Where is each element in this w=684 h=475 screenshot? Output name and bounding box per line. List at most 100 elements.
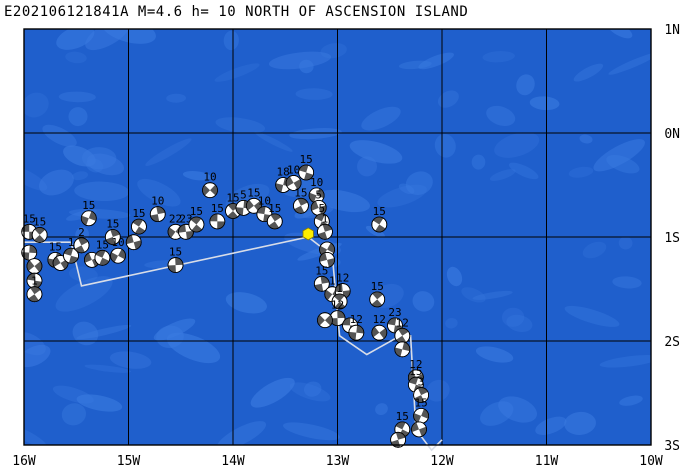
bathymetry-patch [375,403,388,416]
beachball-rim [319,251,335,268]
focal-mechanism[interactable]: 15 [31,215,48,243]
bathymetry-patch [68,266,98,282]
latitude-tick-label: 0N [664,127,680,142]
mechanism-depth-label: 15 [373,205,386,218]
bathymetry-patch [63,145,96,167]
bathymetry-patch [215,117,266,134]
beachball-compression-quadrant [395,421,410,437]
focal-mechanism[interactable]: 2 [73,226,90,254]
latitude-tick-label: 1N [664,23,680,38]
focal-mechanism[interactable]: 15 [80,199,97,227]
beachball-compression-quadrant [63,248,79,264]
focal-mechanism[interactable]: 23 [387,306,403,334]
focal-mechanism[interactable]: 15 [94,238,111,266]
focal-mechanism[interactable]: 15 [293,186,309,214]
bathymetry-patch [446,266,463,287]
focal-mechanism[interactable]: 12 [329,299,346,327]
focal-mechanism[interactable]: 10 [202,171,218,199]
beachball-rim [31,227,48,243]
focal-mechanism[interactable]: 15 [131,207,147,235]
focal-mechanism[interactable]: 1 [317,212,333,240]
longitude-tick-label: 15W [117,454,141,469]
mechanism-depth-label: 15 [49,240,62,253]
beachball-compression-quadrant [294,198,308,214]
mechanism-depth-label: 15 [82,199,95,212]
beachball-compression-quadrant [126,234,142,250]
bathymetry-patch [472,290,513,300]
focal-mechanism[interactable]: 12 [394,316,411,344]
bathymetry-patch [412,291,435,312]
focal-mechanism[interactable]: 1 [26,275,43,303]
focal-mechanism[interactable]: 15 [371,205,388,233]
bathymetry-patch [564,411,596,435]
focal-mechanism[interactable]: 15 [209,202,226,230]
beachball-rim [317,312,333,329]
bathymetry-patch [76,394,123,412]
bathymetry-patch [618,236,633,250]
focal-mechanism[interactable]: 5 [310,188,327,216]
bathymetry-patch [405,171,433,196]
focal-mechanism[interactable]: 12 [348,313,365,341]
bathymetry-patch [377,184,427,208]
bathymetry-patch [304,381,322,397]
mechanism-depth-label: 1 [68,236,75,249]
bathymetry-patch [289,382,331,402]
main-event-marker[interactable] [302,227,314,241]
beachball-compression-quadrant [317,314,333,326]
focal-mechanism[interactable]: 15 [245,186,262,214]
beachball-rim [202,182,218,199]
focal-mechanism[interactable]: 15 [104,218,121,245]
bathymetry-patch [137,178,181,207]
focal-mechanism[interactable]: 1 [331,282,348,310]
beachball-compression-quadrant [178,224,194,240]
bathymetry-patch [166,332,221,364]
focal-mechanism[interactable]: 3 [413,376,430,403]
focal-mechanism[interactable]: 15 [313,264,330,292]
focal-mechanism[interactable] [26,258,43,275]
beachball-compression-quadrant [74,237,89,253]
bathymetry-patch [295,88,333,100]
longitude-tick-label: 10W [639,454,663,469]
bathymetry-patch [599,355,651,368]
mechanism-depth-label: 5 [240,188,247,201]
focal-mechanism[interactable] [394,341,411,358]
mechanism-depth-label: 12 [396,316,409,329]
mechanism-depth-label: 15 [190,205,203,218]
focal-mechanism[interactable]: 15 [369,280,386,308]
focal-mechanism[interactable] [411,421,427,438]
focal-mechanism[interactable]: 15 [298,153,315,181]
mechanism-depth-label: 15 [409,365,422,378]
focal-mechanism[interactable]: 10 [110,236,126,264]
bathymetry-patch [494,132,540,158]
bathymetry-patch [480,401,514,426]
bathymetry-patch [58,91,96,103]
bathymetry-patch [145,138,192,166]
mechanism-depth-label: 15 [396,410,409,423]
focal-mechanism[interactable]: 15 [167,246,184,273]
focal-mechanism[interactable] [390,431,407,448]
focal-mechanism[interactable]: 1 [63,236,79,264]
bathymetry-patch [568,166,594,178]
beachball-compression-quadrant [95,250,110,266]
focal-mechanism[interactable]: 12 [371,313,388,341]
beachball-rim [411,421,427,438]
focal-mechanism[interactable]: 15 [266,202,283,230]
focal-mechanism[interactable]: 10 [308,176,325,204]
focal-mechanism[interactable]: 15 [188,205,205,233]
bathymetry-patch [24,424,47,445]
beachball-compression-quadrant [246,199,262,212]
beachball-compression-quadrant [319,242,335,257]
focal-mechanism[interactable] [319,251,335,268]
focal-mechanism[interactable] [317,312,333,329]
focal-mechanism[interactable]: 10 [149,195,166,223]
focal-mechanism[interactable]: 10 [285,163,302,191]
beachball-rim [73,237,90,254]
beachball-rim [80,210,97,227]
bathymetry-patch [182,170,212,181]
focal-mechanism[interactable] [21,244,38,261]
focal-mechanism[interactable] [125,234,142,251]
bathymetry-patch [508,162,539,180]
bathymetry-patch [349,140,403,164]
bathymetry-patch [564,305,620,327]
focal-mechanism[interactable]: 15 [413,396,430,424]
